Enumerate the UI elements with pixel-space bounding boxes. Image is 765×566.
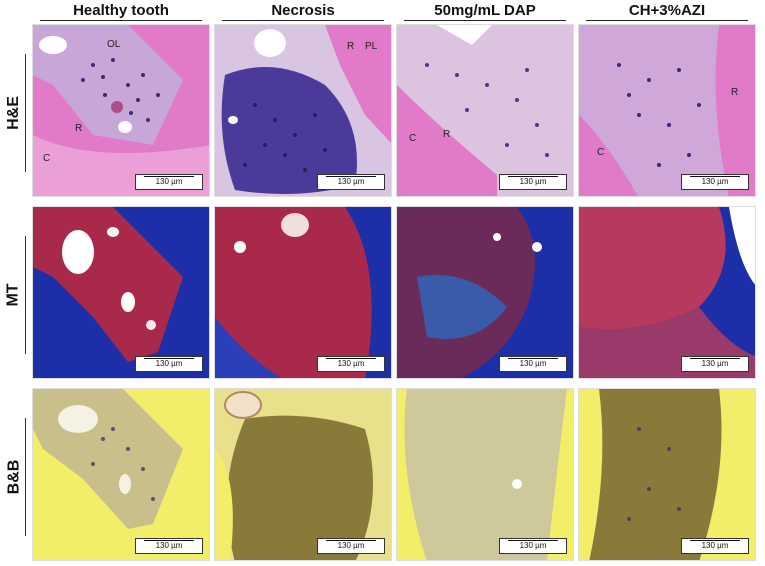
bb-azi-micrograph	[579, 389, 755, 560]
he-healthy-micrograph	[33, 25, 209, 196]
panel-bb-dap: 130 µm	[396, 388, 574, 561]
scale-bar-label: 130 µm	[155, 177, 183, 186]
scale-bar-label: 130 µm	[337, 541, 365, 550]
scale-bar: 130 µm	[499, 356, 567, 372]
scale-bar: 130 µm	[317, 356, 385, 372]
scale-bar: 130 µm	[135, 356, 203, 372]
scale-bar-line	[326, 358, 376, 359]
column-header-healthy-tooth: Healthy tooth	[32, 0, 210, 22]
scale-bar-label: 130 µm	[519, 359, 547, 368]
label-ol: OL	[107, 39, 121, 50]
scale-bar-line	[144, 358, 194, 359]
row-divider	[25, 54, 26, 172]
label-r: R	[75, 123, 83, 134]
label-c: C	[597, 147, 605, 158]
mt-healthy-micrograph	[33, 207, 209, 378]
scale-bar: 130 µm	[681, 174, 749, 190]
scale-bar-label: 130 µm	[155, 359, 183, 368]
scale-bar-line	[144, 540, 194, 541]
panel-he-healthy: OL R C 130 µm	[32, 24, 210, 197]
column-header-label: Healthy tooth	[73, 2, 169, 19]
row-label-text: H&E	[5, 96, 22, 130]
row-label-bb: B&B	[0, 388, 28, 566]
label-pl: PL	[365, 41, 378, 52]
mt-necrosis-micrograph	[215, 207, 391, 378]
column-header-dap: 50mg/mL DAP	[396, 0, 574, 22]
scale-bar: 130 µm	[499, 538, 567, 554]
he-necrosis-micrograph	[215, 25, 391, 196]
panel-bb-necrosis: 130 µm	[214, 388, 392, 561]
scale-bar-line	[326, 540, 376, 541]
panel-he-azi: R C 130 µm	[578, 24, 756, 197]
scale-bar: 130 µm	[681, 356, 749, 372]
column-header-necrosis: Necrosis	[214, 0, 392, 22]
panel-he-dap: C R 130 µm	[396, 24, 574, 197]
header-underline	[586, 20, 748, 21]
label-r: R	[347, 41, 355, 52]
row-divider	[25, 418, 26, 536]
scale-bar-label: 130 µm	[701, 177, 729, 186]
scale-bar-label: 130 µm	[519, 541, 547, 550]
scale-bar-line	[508, 176, 558, 177]
panel-mt-healthy: 130 µm	[32, 206, 210, 379]
label-r: R	[731, 87, 739, 98]
panel-he-necrosis: R PL 130 µm	[214, 24, 392, 197]
column-header-azi: CH+3%AZI	[578, 0, 756, 22]
bb-healthy-micrograph	[33, 389, 209, 560]
scale-bar-line	[508, 358, 558, 359]
scale-bar-line	[690, 176, 740, 177]
row-divider	[25, 236, 26, 354]
column-header-label: Necrosis	[271, 2, 335, 19]
he-azi-micrograph	[579, 25, 755, 196]
bb-dap-micrograph	[397, 389, 573, 560]
scale-bar-label: 130 µm	[701, 541, 729, 550]
panel-bb-azi: 130 µm	[578, 388, 756, 561]
scale-bar-label: 130 µm	[701, 359, 729, 368]
scale-bar-label: 130 µm	[519, 177, 547, 186]
scale-bar: 130 µm	[135, 174, 203, 190]
scale-bar-line	[326, 176, 376, 177]
label-c: C	[409, 133, 417, 144]
scale-bar: 130 µm	[681, 538, 749, 554]
header-underline	[40, 20, 202, 21]
scale-bar: 130 µm	[499, 174, 567, 190]
row-label-text: B&B	[5, 459, 23, 495]
scale-bar-line	[508, 540, 558, 541]
column-header-label: 50mg/mL DAP	[434, 2, 536, 19]
panel-mt-dap: 130 µm	[396, 206, 574, 379]
panel-mt-azi: 130 µm	[578, 206, 756, 379]
row-label-text: MT	[4, 283, 22, 307]
scale-bar-label: 130 µm	[337, 177, 365, 186]
scale-bar-label: 130 µm	[155, 541, 183, 550]
bb-necrosis-micrograph	[215, 389, 391, 560]
column-header-label: CH+3%AZI	[628, 2, 706, 19]
scale-bar-line	[144, 176, 194, 177]
panel-bb-healthy: 130 µm	[32, 388, 210, 561]
row-label-he: H&E	[0, 24, 28, 202]
row-label-mt: MT	[0, 206, 28, 384]
scale-bar-line	[690, 540, 740, 541]
he-dap-micrograph	[397, 25, 573, 196]
mt-dap-micrograph	[397, 207, 573, 378]
panel-mt-necrosis: 130 µm	[214, 206, 392, 379]
header-underline	[222, 20, 384, 21]
scale-bar-line	[690, 358, 740, 359]
scale-bar: 130 µm	[135, 538, 203, 554]
scale-bar: 130 µm	[317, 174, 385, 190]
label-c: C	[43, 153, 51, 164]
header-underline	[404, 20, 566, 21]
scale-bar-label: 130 µm	[337, 359, 365, 368]
label-r: R	[443, 129, 451, 140]
scale-bar: 130 µm	[317, 538, 385, 554]
mt-azi-micrograph	[579, 207, 755, 378]
